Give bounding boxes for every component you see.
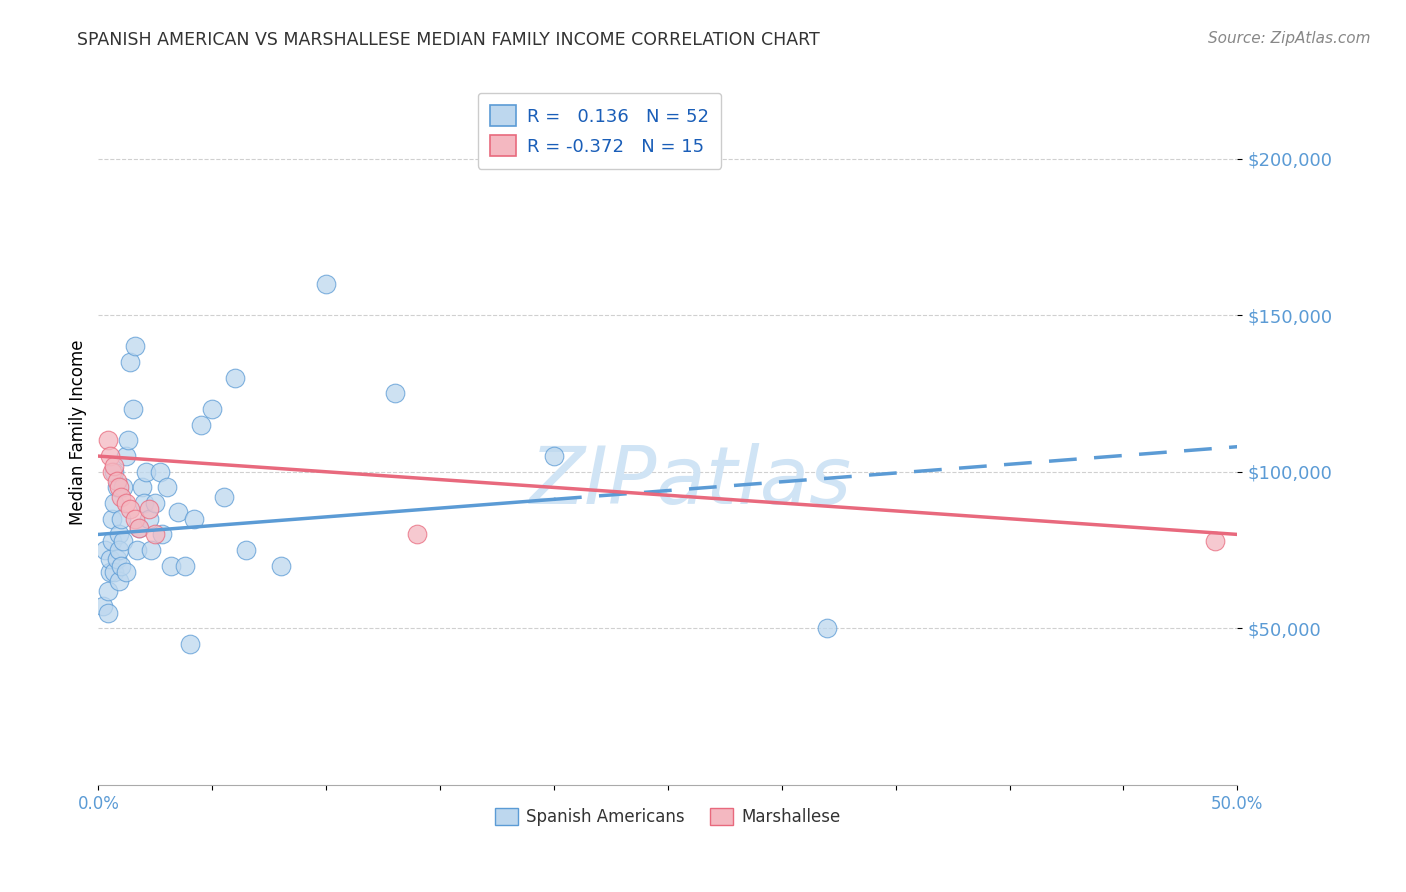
Point [98, 449, 121, 463]
Point [105, 480, 128, 494]
Point [114, 449, 136, 463]
Point [315, 277, 337, 291]
Point [108, 480, 131, 494]
Point [406, 527, 429, 541]
Point [110, 558, 132, 573]
Point [145, 527, 167, 541]
Point [212, 490, 235, 504]
Y-axis label: Median Family Income: Median Family Income [69, 340, 87, 525]
Point [145, 496, 167, 510]
Point [94, 543, 117, 558]
Point [91, 599, 114, 614]
Point [135, 465, 157, 479]
Point [167, 506, 190, 520]
Point [105, 552, 128, 566]
Point [114, 496, 136, 510]
Point [103, 465, 125, 479]
Point [96, 434, 118, 448]
Point [105, 474, 128, 488]
Point [96, 606, 118, 620]
Point [101, 512, 124, 526]
Point [183, 512, 205, 526]
Point [127, 543, 149, 558]
Point [1204, 533, 1226, 548]
Point [108, 543, 131, 558]
Point [384, 386, 406, 401]
Text: Source: ZipAtlas.com: Source: ZipAtlas.com [1208, 31, 1371, 46]
Point [98, 565, 121, 579]
Point [131, 480, 153, 494]
Point [124, 339, 146, 353]
Legend: Spanish Americans, Marshallese: Spanish Americans, Marshallese [488, 802, 848, 833]
Text: ZIPatlas: ZIPatlas [530, 443, 852, 521]
Point [139, 543, 162, 558]
Point [149, 465, 172, 479]
Point [96, 583, 118, 598]
Point [138, 512, 160, 526]
Point [224, 371, 246, 385]
Point [110, 512, 132, 526]
Point [114, 565, 136, 579]
Point [543, 449, 565, 463]
Point [174, 558, 197, 573]
Point [103, 565, 125, 579]
Point [108, 574, 131, 589]
Point [132, 496, 155, 510]
Point [117, 434, 139, 448]
Point [112, 480, 135, 494]
Point [120, 355, 142, 369]
Point [128, 521, 150, 535]
Point [201, 402, 224, 417]
Point [160, 558, 183, 573]
Point [98, 552, 121, 566]
Point [101, 533, 124, 548]
Point [156, 480, 179, 494]
Point [270, 558, 292, 573]
Point [128, 521, 150, 535]
Point [121, 402, 143, 417]
Point [124, 512, 146, 526]
Point [108, 527, 131, 541]
Point [112, 533, 135, 548]
Point [815, 621, 838, 635]
Text: SPANISH AMERICAN VS MARSHALLESE MEDIAN FAMILY INCOME CORRELATION CHART: SPANISH AMERICAN VS MARSHALLESE MEDIAN F… [77, 31, 820, 49]
Point [101, 465, 124, 479]
Point [138, 502, 160, 516]
Point [179, 637, 201, 651]
Point [110, 490, 132, 504]
Point [103, 458, 125, 473]
Point [150, 527, 173, 541]
Point [235, 543, 257, 558]
Point [120, 502, 142, 516]
Point [190, 417, 212, 432]
Point [103, 496, 125, 510]
